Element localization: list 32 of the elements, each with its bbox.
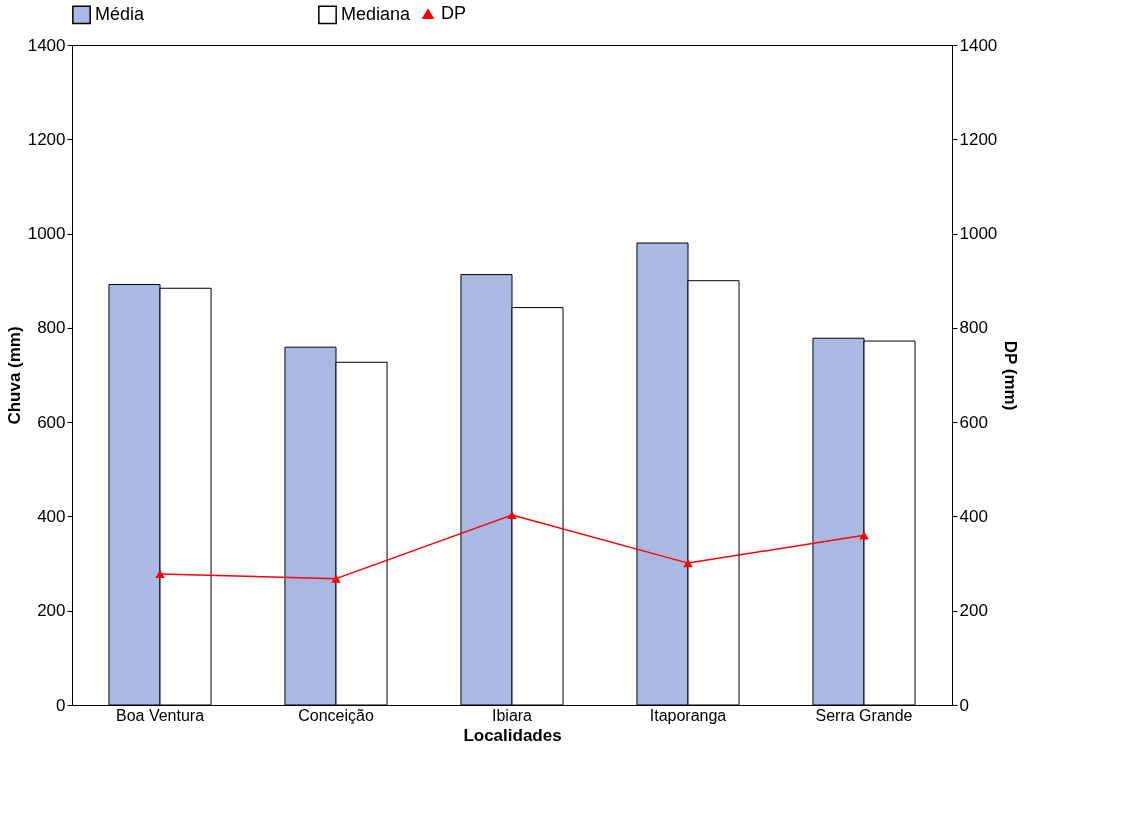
y2-tick-label: 1000 [959,224,998,244]
point [331,574,341,583]
point [155,569,165,579]
y2-axis-title: DP (mm) [1001,340,1021,411]
y-tick-label: 0 [56,695,66,715]
y2-tick-label: 200 [959,601,988,621]
y-tick-label: 600 [37,412,66,432]
x-tick-label: Boa Ventura [115,706,205,724]
y-tick-label: 800 [37,318,66,338]
y-tick-label: 1000 [27,224,66,244]
x-tick-label: Ibiara [491,706,533,724]
y2-tick-label: 800 [959,318,988,338]
x-tick-label: Conceição [298,706,374,724]
x-tick-label: Serra Grande [815,706,913,724]
legend-label: Média [95,3,146,24]
x-axis-title: Localidades [463,725,562,745]
x-tick-label: Itaporanga [649,706,727,724]
y2-tick-label: 0 [959,695,969,715]
y-tick-label: 1200 [27,129,66,149]
legend-label: DP [441,3,467,23]
y2-tick-label: 600 [959,412,988,432]
point [683,558,693,568]
y2-tick-label: 400 [959,506,988,526]
point [859,531,869,540]
y2-tick-label: 1200 [959,129,998,149]
legend-label: Mediana [341,3,412,24]
y2-tick-label: 1400 [959,35,998,55]
point [507,510,517,520]
y-axis-title: Chuva (mm) [4,326,24,425]
y-tick-label: 1400 [27,35,66,55]
y-tick-label: 200 [37,601,66,621]
y-tick-label: 400 [37,506,66,526]
